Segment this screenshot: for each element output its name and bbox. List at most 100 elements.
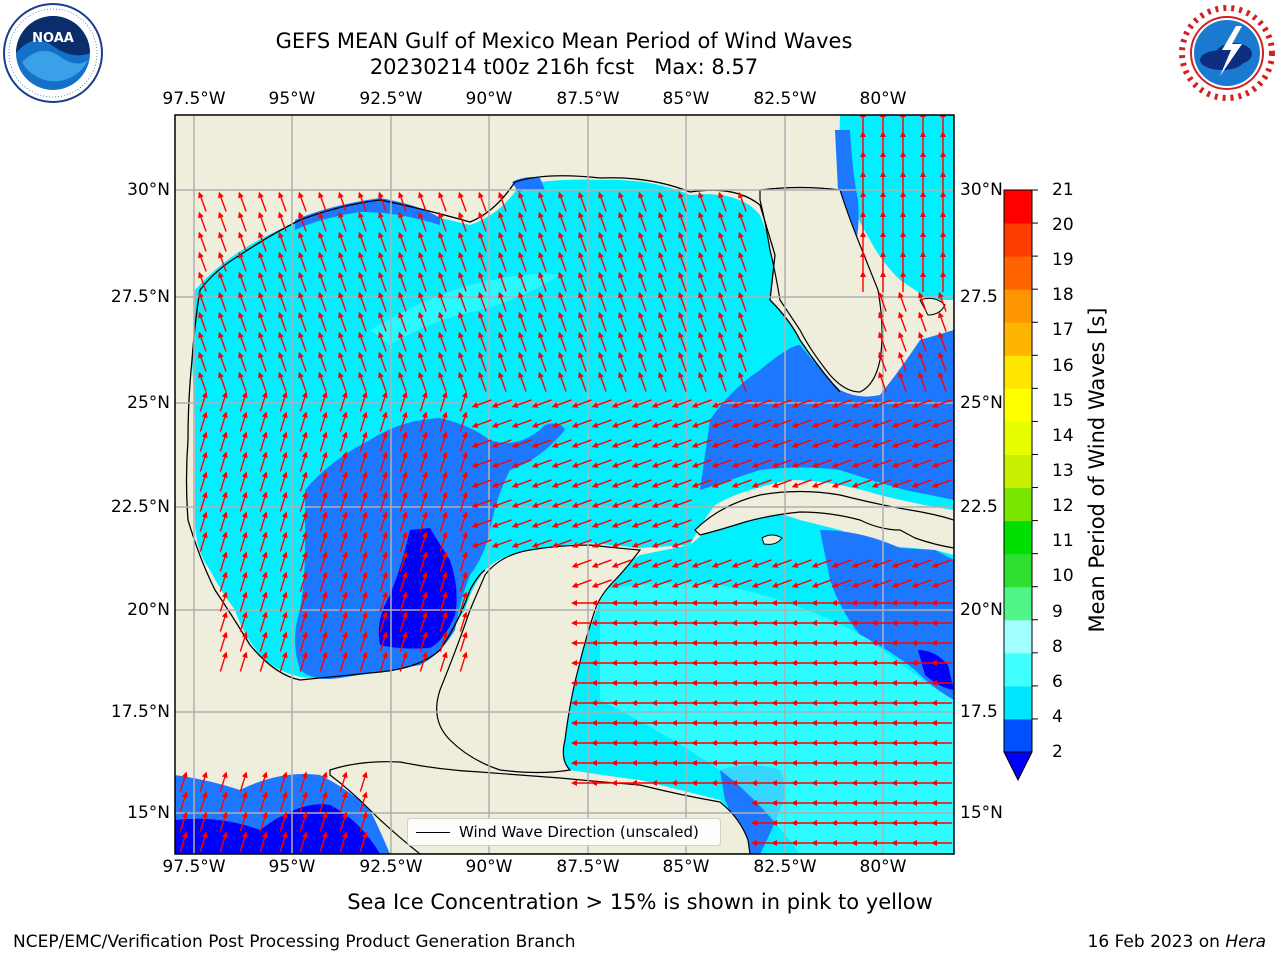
wind-wave-arrow xyxy=(459,434,467,452)
wind-wave-arrowhead xyxy=(738,211,744,219)
colorbar-tick: 11 xyxy=(1052,531,1074,551)
wind-wave-arrowhead xyxy=(341,451,348,459)
wind-wave-arrow xyxy=(399,634,407,652)
wind-wave-arrow xyxy=(319,454,327,472)
wind-wave-arrowhead xyxy=(361,571,368,579)
atlantic-water xyxy=(839,115,954,300)
wind-wave-arrowhead xyxy=(281,831,288,839)
sea-ice-note: Sea Ice Concentration > 15% is shown in … xyxy=(347,890,933,914)
machine-name: Hera xyxy=(1225,932,1266,952)
wind-wave-arrowhead xyxy=(221,651,228,659)
wind-wave-arrowhead xyxy=(591,640,597,646)
wind-wave-arrowhead xyxy=(931,582,939,588)
wind-wave-arrowhead xyxy=(321,811,328,819)
wind-wave-arrowhead xyxy=(241,491,248,499)
wind-wave-arrow xyxy=(459,514,467,532)
wind-wave-arrowhead xyxy=(751,680,757,686)
colorbar-tick: 14 xyxy=(1052,426,1074,446)
wind-wave-arrowhead xyxy=(598,311,604,319)
wind-wave-arrowhead xyxy=(811,780,817,786)
wind-wave-arrowhead xyxy=(711,640,717,646)
wind-wave-arrowhead xyxy=(458,191,464,199)
wind-wave-arrow xyxy=(279,454,287,472)
wind-wave-arrowhead xyxy=(871,640,877,646)
wind-wave-arrowhead xyxy=(940,191,946,197)
wind-wave-arrowhead xyxy=(241,531,248,539)
wind-wave-arrowhead xyxy=(871,780,877,786)
wind-wave-arrowhead xyxy=(221,811,228,819)
wind-wave-arrowhead xyxy=(261,631,268,639)
wind-wave-arrowhead xyxy=(678,331,684,339)
wind-wave-arrowhead xyxy=(618,351,624,359)
wind-wave-arrowhead xyxy=(931,422,939,428)
wind-wave-arrowhead xyxy=(671,502,679,508)
wind-wave-arrowhead xyxy=(851,820,857,826)
wind-wave-arrow xyxy=(419,554,427,572)
colorbar-segment xyxy=(1004,718,1032,753)
wind-wave-arrowhead xyxy=(678,311,684,319)
wind-wave-arrowhead xyxy=(338,291,344,299)
wind-wave-arrowhead xyxy=(381,471,388,479)
wind-wave-arrowhead xyxy=(751,780,757,786)
wind-wave-arrowhead xyxy=(598,271,604,279)
wind-wave-arrowhead xyxy=(831,640,837,646)
wind-wave-arrow xyxy=(319,634,327,652)
wind-wave-arrowhead xyxy=(898,311,904,319)
wind-wave-arrow xyxy=(219,574,227,592)
wind-wave-arrowhead xyxy=(538,291,544,299)
wind-wave-arrowhead xyxy=(261,471,268,479)
colorbar-segment xyxy=(1004,619,1032,654)
lat-tick-left: 15°N xyxy=(127,803,170,823)
wind-wave-arrowhead xyxy=(651,482,659,488)
wind-wave-arrowhead xyxy=(341,391,348,399)
wind-wave-arrowhead xyxy=(891,760,897,766)
wind-wave-arrowhead xyxy=(691,680,697,686)
wind-wave-arrowhead xyxy=(591,582,599,588)
wind-wave-arrowhead xyxy=(678,371,684,379)
wind-wave-arrowhead xyxy=(811,482,819,488)
wind-wave-arrowhead xyxy=(441,571,448,579)
wind-wave-arrowhead xyxy=(278,311,284,319)
colorbar-tick: 17 xyxy=(1052,320,1074,340)
wind-wave-arrowhead xyxy=(638,371,644,379)
lat-tick-right: 22.5 xyxy=(960,497,998,517)
wind-wave-arrowhead xyxy=(261,571,268,579)
wind-wave-arrowhead xyxy=(691,780,697,786)
wind-wave-arrowhead xyxy=(301,651,308,659)
wind-wave-arrowhead xyxy=(931,462,939,468)
wind-wave-arrowhead xyxy=(301,791,308,799)
wind-wave-arrowhead xyxy=(511,442,519,448)
wind-wave-arrowhead xyxy=(531,422,539,428)
wind-wave-arrowhead xyxy=(298,291,304,299)
wind-wave-arrowhead xyxy=(811,820,817,826)
wind-wave-arrowhead xyxy=(860,271,866,277)
wind-wave-arrowhead xyxy=(518,211,524,219)
wind-wave-arrowhead xyxy=(221,531,228,539)
wind-wave-arrowhead xyxy=(658,351,664,359)
wind-wave-arrow xyxy=(459,494,467,512)
wind-wave-arrowhead xyxy=(278,251,284,259)
wind-wave-arrow xyxy=(339,574,347,592)
wind-wave-arrowhead xyxy=(298,311,304,319)
wind-wave-arrowhead xyxy=(771,720,777,726)
wind-wave-arrowhead xyxy=(578,331,584,339)
wind-wave-arrowhead xyxy=(571,760,577,766)
wind-wave-arrowhead xyxy=(491,402,499,408)
wind-wave-arrowhead xyxy=(381,511,388,519)
wind-wave-arrowhead xyxy=(671,462,679,468)
wind-wave-arrow xyxy=(459,394,467,412)
wind-wave-arrowhead xyxy=(651,640,657,646)
wind-wave-arrowhead xyxy=(711,600,717,606)
wind-wave-arrowhead xyxy=(731,442,739,448)
wind-wave-arrow xyxy=(259,454,267,472)
wind-wave-arrow xyxy=(259,554,267,572)
wind-wave-arrowhead xyxy=(381,531,388,539)
wind-wave-arrowhead xyxy=(558,191,564,199)
wind-wave-arrowhead xyxy=(511,482,519,488)
wind-wave-arrow xyxy=(319,434,327,452)
wind-wave-arrowhead xyxy=(711,442,719,448)
wind-wave-arrow xyxy=(459,474,467,492)
wind-wave-arrow xyxy=(239,794,247,812)
wind-wave-arrowhead xyxy=(631,582,639,588)
wind-wave-arrowhead xyxy=(301,491,308,499)
